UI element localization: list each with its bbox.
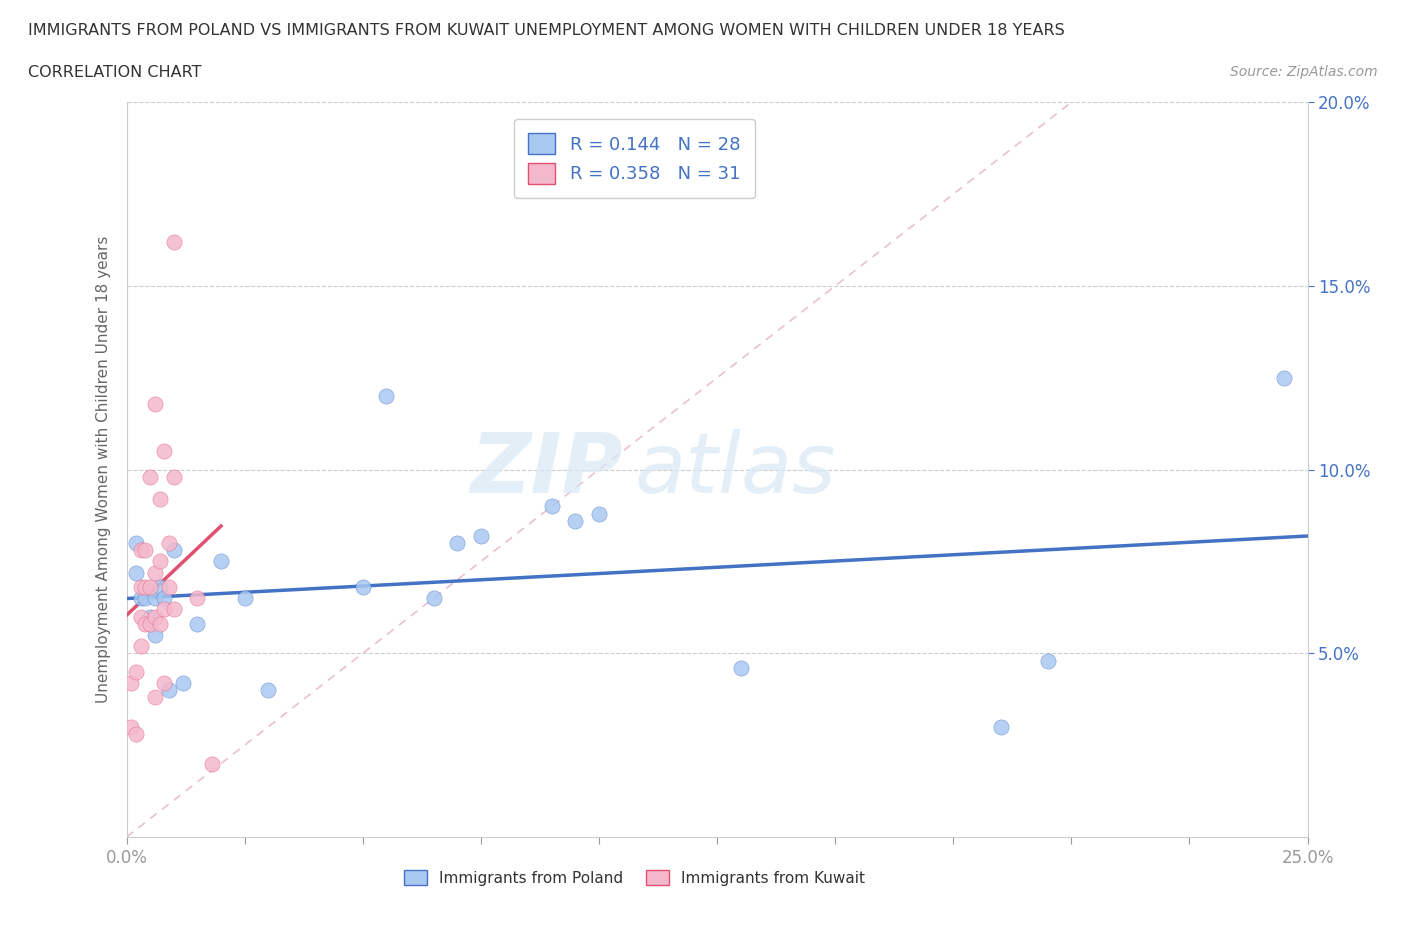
Point: [730, 660, 752, 675]
Point: [125, 664, 148, 679]
Point: [209, 554, 232, 569]
Point: [163, 234, 186, 249]
Point: [129, 639, 152, 654]
Point: [129, 579, 152, 594]
Point: [139, 470, 162, 485]
Point: [129, 591, 152, 605]
Point: [153, 444, 176, 458]
Point: [588, 506, 610, 521]
Point: [134, 579, 156, 594]
Point: [352, 579, 374, 594]
Point: [422, 591, 444, 605]
Point: [129, 609, 152, 624]
Point: [157, 579, 180, 594]
Text: IMMIGRANTS FROM POLAND VS IMMIGRANTS FROM KUWAIT UNEMPLOYMENT AMONG WOMEN WITH C: IMMIGRANTS FROM POLAND VS IMMIGRANTS FRO…: [28, 23, 1064, 38]
Point: [134, 591, 156, 605]
Point: [149, 579, 172, 594]
Point: [186, 617, 208, 631]
Point: [157, 536, 180, 551]
Point: [153, 602, 176, 617]
Point: [125, 726, 148, 741]
Point: [990, 720, 1012, 735]
Point: [470, 528, 492, 543]
Point: [172, 675, 194, 690]
Point: [143, 591, 166, 605]
Point: [163, 602, 186, 617]
Point: [125, 565, 148, 580]
Point: [139, 617, 162, 631]
Point: [375, 389, 398, 404]
Point: [153, 591, 176, 605]
Point: [163, 470, 186, 485]
Point: [1272, 370, 1295, 385]
Point: [129, 543, 152, 558]
Point: [200, 756, 222, 771]
Point: [153, 675, 176, 690]
Text: CORRELATION CHART: CORRELATION CHART: [28, 65, 201, 80]
Legend: Immigrants from Poland, Immigrants from Kuwait: Immigrants from Poland, Immigrants from …: [398, 864, 872, 892]
Point: [257, 683, 280, 698]
Y-axis label: Unemployment Among Women with Children Under 18 years: Unemployment Among Women with Children U…: [96, 236, 111, 703]
Text: ZIP: ZIP: [470, 429, 623, 511]
Point: [149, 554, 172, 569]
Point: [564, 513, 586, 528]
Point: [143, 628, 166, 643]
Text: Source: ZipAtlas.com: Source: ZipAtlas.com: [1230, 65, 1378, 79]
Point: [139, 609, 162, 624]
Point: [143, 396, 166, 411]
Point: [149, 492, 172, 507]
Point: [143, 609, 166, 624]
Point: [1036, 653, 1059, 668]
Point: [143, 565, 166, 580]
Point: [120, 675, 142, 690]
Text: atlas: atlas: [634, 429, 837, 511]
Point: [120, 720, 142, 735]
Point: [163, 543, 186, 558]
Point: [446, 536, 468, 551]
Point: [134, 543, 156, 558]
Point: [134, 617, 156, 631]
Point: [540, 498, 562, 513]
Point: [125, 536, 148, 551]
Point: [143, 690, 166, 705]
Point: [157, 683, 180, 698]
Point: [233, 591, 256, 605]
Point: [139, 579, 162, 594]
Point: [186, 591, 208, 605]
Point: [149, 617, 172, 631]
